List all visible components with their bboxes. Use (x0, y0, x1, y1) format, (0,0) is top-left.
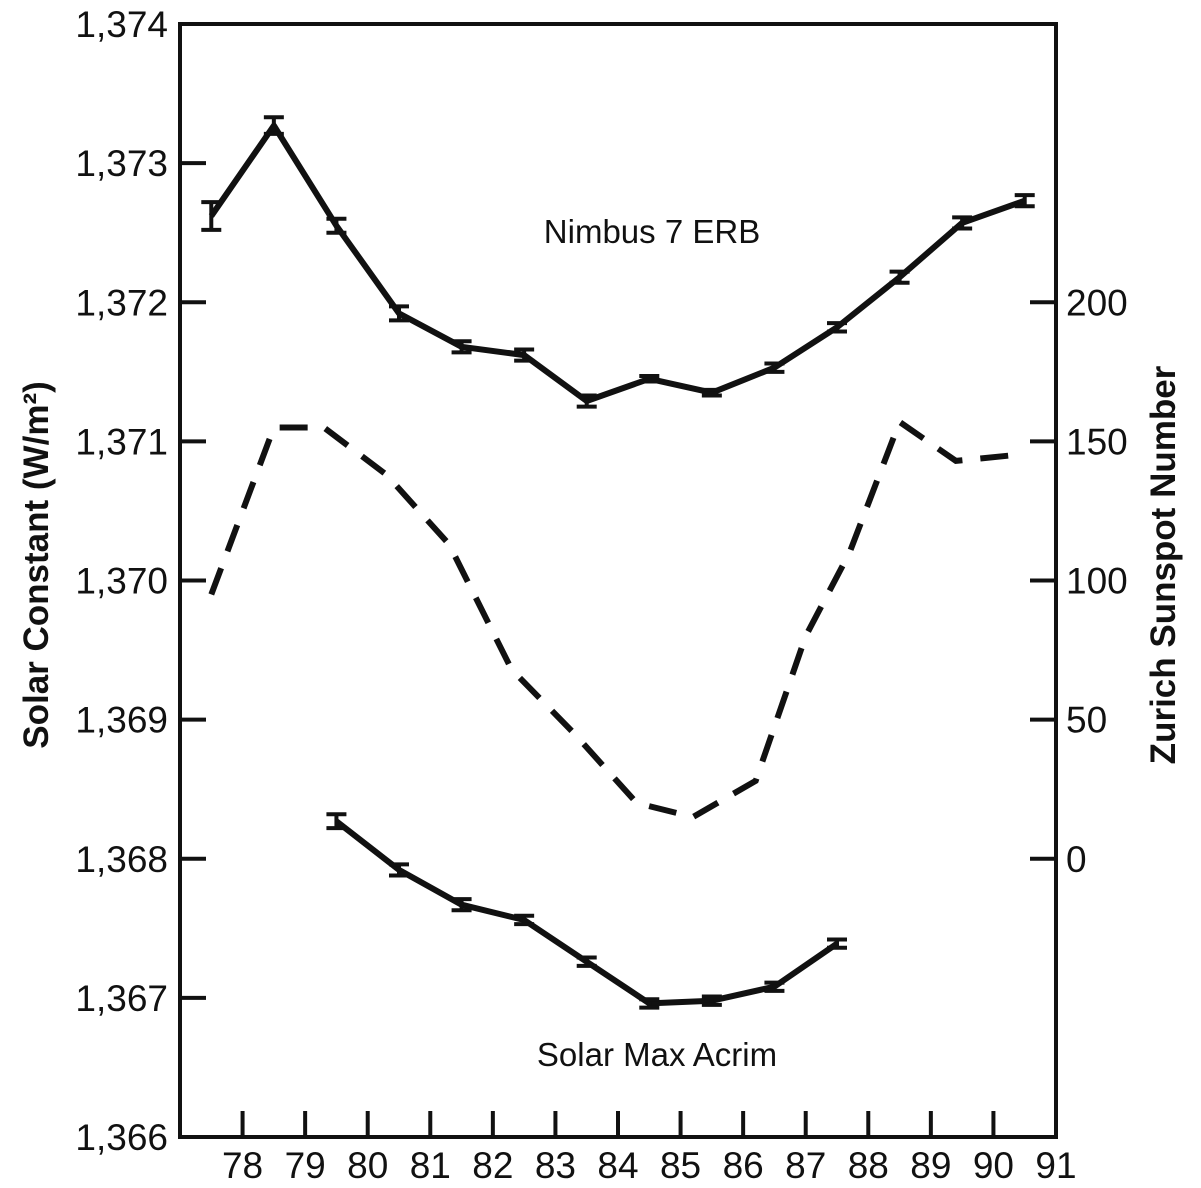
y-tick-label: 1,366 (75, 1117, 168, 1158)
series-label-acrim: Solar Max Acrim (537, 1036, 777, 1073)
series-line-1 (334, 818, 839, 1007)
series-line-2 (208, 417, 1013, 821)
data-point-errorbar (201, 200, 222, 232)
y2-tick-label: 100 (1066, 561, 1128, 602)
y-tick-label: 1,367 (75, 978, 168, 1019)
x-tick-label: 82 (472, 1145, 513, 1186)
data-point-errorbar (764, 361, 785, 374)
data-point-errorbar (326, 812, 347, 831)
x-tick-label: 88 (848, 1145, 889, 1186)
data-point-errorbar (389, 304, 409, 323)
data-point-errorbar (576, 393, 597, 409)
y-axis-title: Solar Constant (W/m²) (17, 381, 56, 748)
data-point-errorbar (451, 339, 472, 355)
plot-series (201, 115, 1035, 1010)
x-tick-label: 80 (347, 1145, 388, 1186)
x-tick-label: 79 (285, 1145, 326, 1186)
data-point-errorbar (639, 997, 660, 1010)
data-point-errorbar (701, 994, 722, 1007)
x-tick-label: 84 (597, 1145, 638, 1186)
data-point-errorbar (889, 269, 910, 285)
y2-tick-label: 50 (1066, 700, 1107, 741)
data-point-errorbar (764, 980, 785, 993)
y-tick-label: 1,370 (75, 561, 168, 602)
x-tick-label: 86 (723, 1145, 764, 1186)
data-point-errorbar (326, 216, 347, 235)
data-point-errorbar (451, 897, 472, 913)
data-point-errorbar (639, 373, 660, 384)
data-point-errorbar (827, 321, 847, 334)
series-line-0 (208, 122, 1026, 404)
data-point-errorbar (576, 955, 597, 968)
data-point-errorbar (514, 347, 535, 363)
y-tick-label: 1,369 (75, 700, 168, 741)
y-tick-label: 1,372 (75, 282, 168, 323)
y2-tick-label: 200 (1066, 282, 1128, 323)
x-tick-label: 89 (910, 1145, 951, 1186)
x-tick-label: 87 (785, 1145, 826, 1186)
x-tick-label: 83 (535, 1145, 576, 1186)
y2-tick-label: 0 (1066, 839, 1087, 880)
data-point-errorbar (389, 862, 409, 878)
series-label-nimbus: Nimbus 7 ERB (544, 213, 760, 250)
y-tick-label: 1,371 (75, 421, 168, 462)
y-tick-label: 1,373 (75, 143, 168, 184)
data-point-errorbar (1014, 193, 1035, 209)
x-tick-label: 90 (973, 1145, 1014, 1186)
x-tick-label: 85 (660, 1145, 701, 1186)
data-point-errorbar (701, 387, 722, 398)
x-tick-label: 78 (222, 1145, 263, 1186)
x-tick-label: 81 (410, 1145, 451, 1186)
y2-axis-title: Zurich Sunspot Number (1144, 365, 1183, 764)
y2-tick-label: 150 (1066, 421, 1128, 462)
data-point-errorbar (263, 115, 284, 136)
axis-ticks: 78 79 80 81 82 83 84 85 86 87 88 89 90 91 1,366 1,367 1,… (75, 4, 1127, 1186)
data-point-errorbar (952, 215, 973, 231)
y-tick-label: 1,374 (75, 4, 168, 45)
data-point-errorbar (514, 913, 535, 927)
y-tick-label: 1,368 (75, 839, 168, 880)
data-point-errorbar (827, 937, 847, 950)
x-tick-label: 91 (1035, 1145, 1076, 1186)
